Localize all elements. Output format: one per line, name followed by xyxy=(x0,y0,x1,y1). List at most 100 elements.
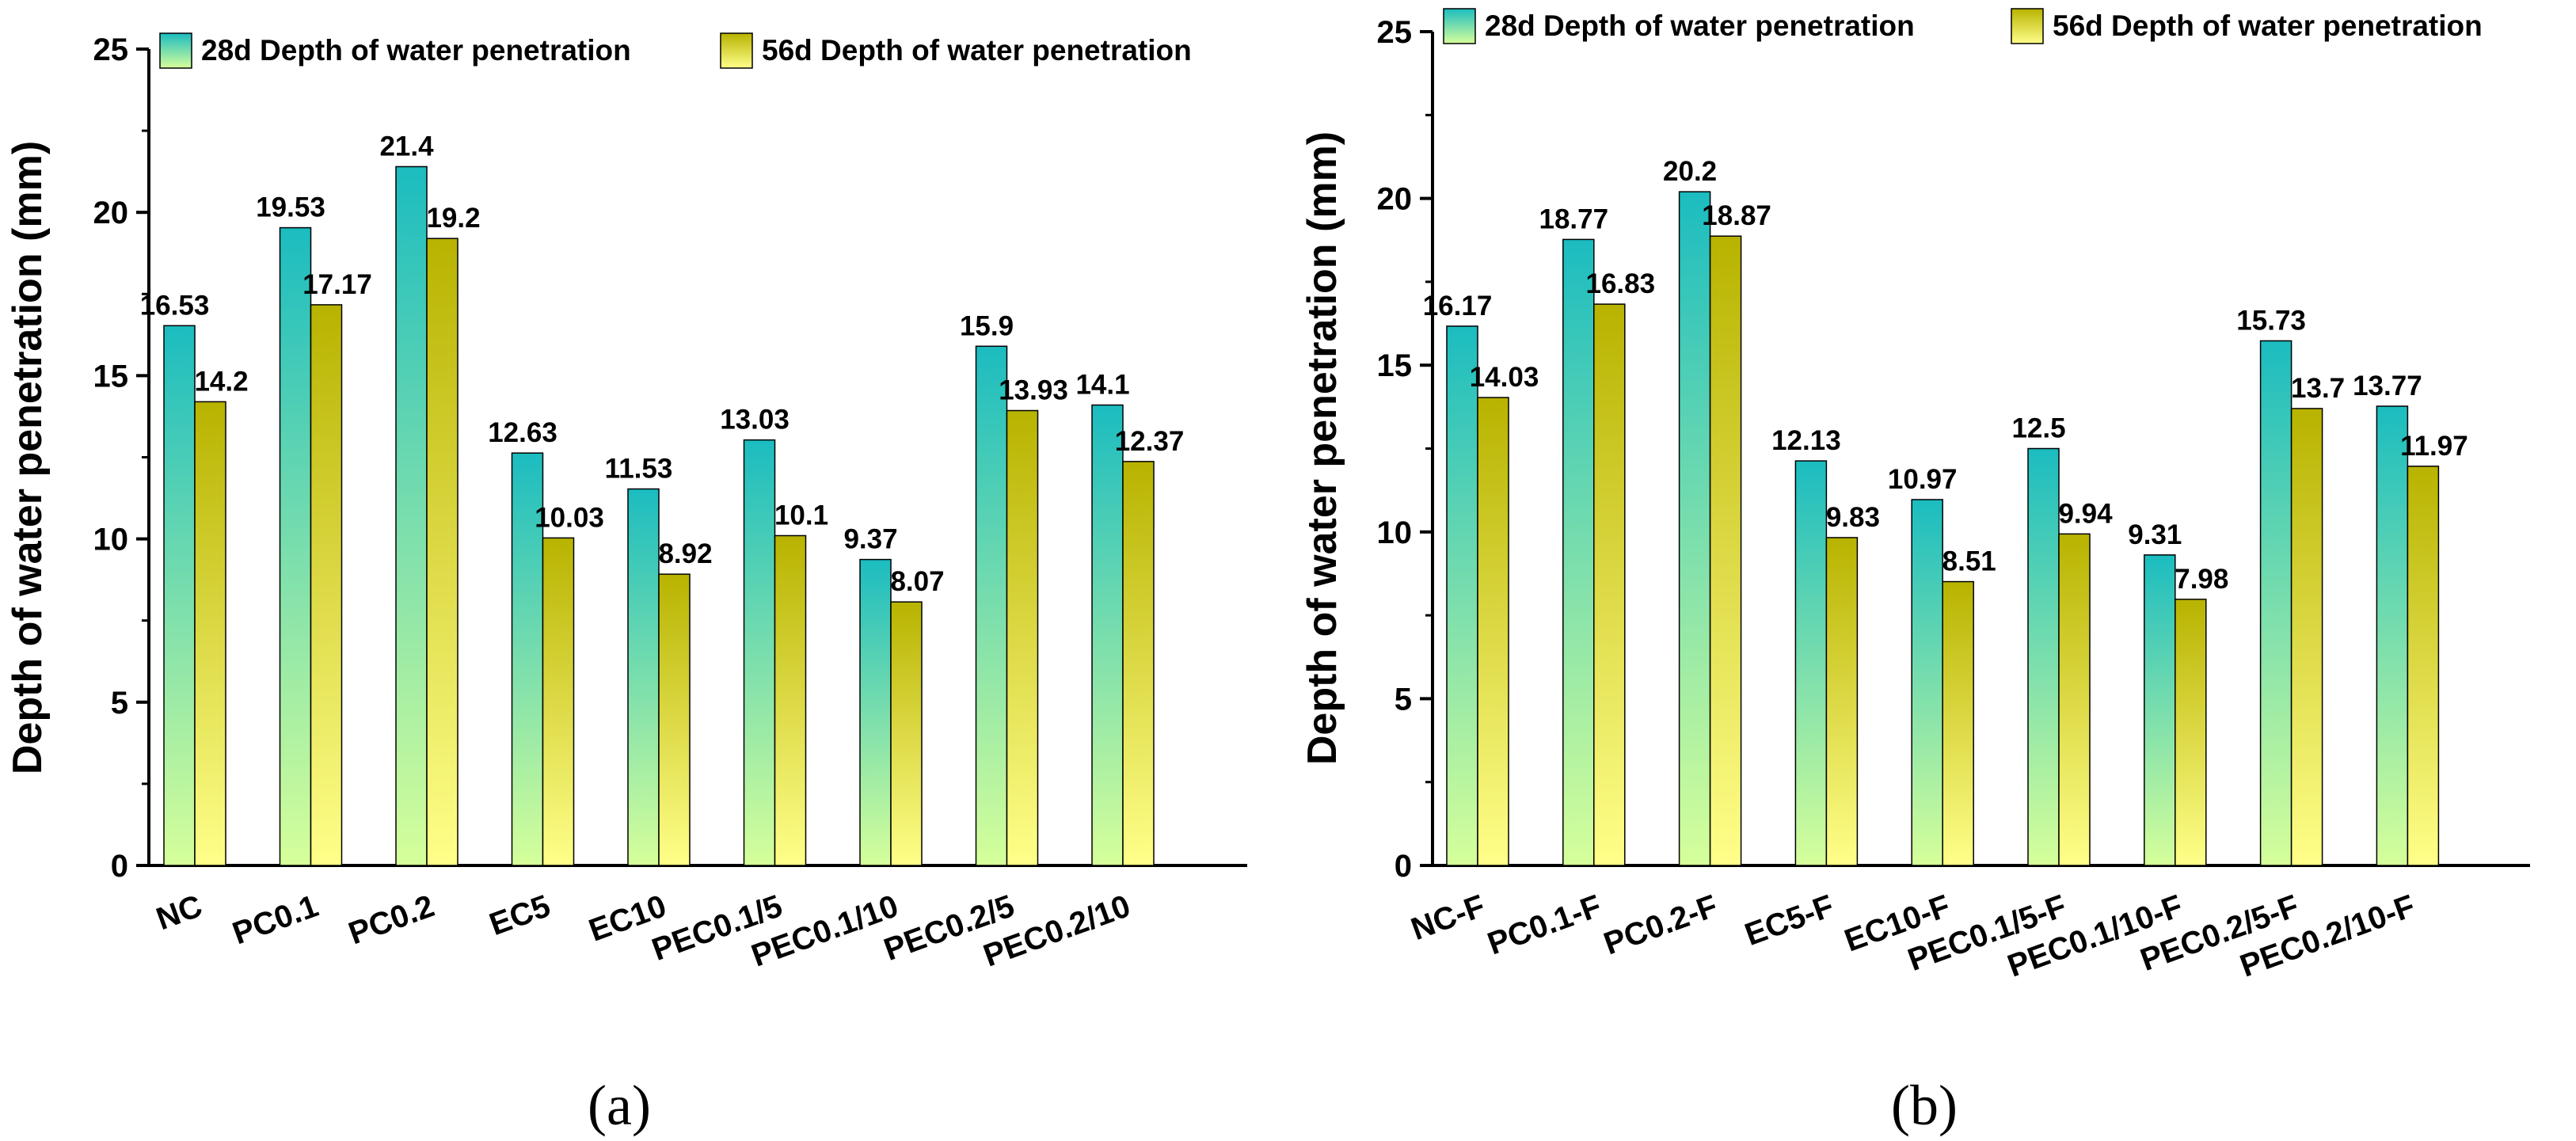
legend-label: 56d Depth of water penetration xyxy=(762,34,1192,67)
data-label: 15.9 xyxy=(960,310,1014,341)
bar-28d-NC xyxy=(163,325,196,866)
bar-56d-EC5 xyxy=(542,537,575,866)
data-label: 8.92 xyxy=(658,538,712,569)
data-label: 13.7 xyxy=(2291,373,2345,404)
y-tick-label: 25 xyxy=(1377,15,1413,50)
bar-56d-PEC0.1/5 xyxy=(774,534,807,866)
y-tick-label: 5 xyxy=(111,686,128,721)
data-label: 9.94 xyxy=(2058,498,2113,529)
bar-28d-PEC0.2/5-F xyxy=(2259,340,2293,866)
y-tick-label: 15 xyxy=(93,359,129,394)
bar-56d-PEC0.1/5-F xyxy=(2058,533,2091,866)
data-label: 19.53 xyxy=(256,192,325,223)
data-label: 13.93 xyxy=(999,375,1068,406)
bar-56d-EC5-F xyxy=(1825,537,1859,866)
bar-28d-PC0.2 xyxy=(395,165,428,866)
data-label: 13.03 xyxy=(720,405,790,435)
x-tick-label: EC5-F xyxy=(1741,888,1839,953)
data-label: 10.03 xyxy=(535,502,604,533)
data-label: 12.13 xyxy=(1771,425,1841,456)
y-tick-label: 0 xyxy=(1395,849,1412,884)
bar-28d-PEC0.2/10-F xyxy=(2376,405,2409,866)
legend-swatch-56d xyxy=(2011,8,2044,44)
bar-56d-PEC0.2/5 xyxy=(1006,409,1039,866)
data-label: 12.63 xyxy=(488,417,557,448)
legend-label: 56d Depth of water penetration xyxy=(2053,10,2483,42)
data-label: 19.2 xyxy=(426,203,480,234)
bar-56d-PC0.1-F xyxy=(1593,303,1626,866)
bar-28d-PEC0.1/10 xyxy=(859,558,892,866)
y-tick-label: 25 xyxy=(93,32,129,67)
chart-panel-b: 0 5 10 15 20 25 Depth of water penetration (mm… xyxy=(1299,8,2530,1137)
bar-28d-PEC0.1/10-F xyxy=(2144,554,2176,866)
data-label: 13.77 xyxy=(2353,371,2422,401)
data-label: 18.87 xyxy=(1702,200,1771,231)
y-axis-title: Depth of water penetration (mm) xyxy=(5,141,51,774)
bar-28d-PEC0.1/5-F xyxy=(2027,447,2060,866)
data-label: 17.17 xyxy=(302,269,372,300)
x-tick-label: PC0.2 xyxy=(344,888,439,951)
legend-label: 28d Depth of water penetration xyxy=(1485,10,1915,42)
x-tick-label: PC0.1-F xyxy=(1483,888,1606,961)
x-tick-label: NC-F xyxy=(1406,888,1490,947)
bar-56d-PEC0.2/10-F xyxy=(2407,466,2440,866)
data-label: 11.53 xyxy=(605,454,673,485)
data-label: 14.2 xyxy=(194,366,248,397)
bar-28d-PC0.2-F xyxy=(1678,191,1711,866)
data-label: 10.97 xyxy=(1888,464,1958,495)
panel-label: (b) xyxy=(1891,1074,1958,1137)
x-tick-label: NC xyxy=(152,888,207,937)
y-tick-label: 15 xyxy=(1377,348,1413,383)
data-label: 14.1 xyxy=(1075,370,1129,401)
bar-28d-PEC0.2/10 xyxy=(1091,404,1124,866)
bar-56d-PC0.2-F xyxy=(1709,235,1742,866)
bar-56d-EC10-F xyxy=(1942,580,1974,866)
bar-56d-EC10 xyxy=(658,573,691,866)
bar-28d-NC-F xyxy=(1446,325,1478,866)
y-tick-label: 10 xyxy=(93,523,129,557)
bar-56d-PEC0.1/10 xyxy=(890,601,923,866)
y-tick-label: 10 xyxy=(1377,515,1413,550)
data-label: 10.1 xyxy=(774,500,828,531)
data-label: 12.5 xyxy=(2011,413,2065,444)
data-label: 15.73 xyxy=(2236,305,2306,336)
bar-56d-PEC0.1/10-F xyxy=(2175,599,2207,866)
bar-56d-NC xyxy=(194,401,226,866)
data-label: 9.83 xyxy=(1826,502,1880,533)
y-tick-label: 20 xyxy=(93,196,129,230)
y-axis-title: Depth of water penetration (mm) xyxy=(1299,131,1345,765)
bar-56d-PC0.2 xyxy=(426,238,459,866)
x-tick-label: EC5 xyxy=(485,888,554,942)
data-label: 18.77 xyxy=(1539,203,1609,234)
bar-28d-PEC0.1/5 xyxy=(743,439,776,866)
data-label: 11.97 xyxy=(2400,431,2468,462)
y-tick-label: 20 xyxy=(1377,182,1413,217)
data-label: 20.2 xyxy=(1663,156,1717,187)
data-label: 16.53 xyxy=(140,290,210,321)
bar-56d-NC-F xyxy=(1477,397,1509,866)
bar-28d-EC10 xyxy=(627,488,660,866)
x-tick-label: PC0.2-F xyxy=(1600,888,1722,961)
data-label: 9.37 xyxy=(843,524,897,555)
bar-56d-PEC0.2/10 xyxy=(1122,461,1155,866)
x-tick-label: PC0.1 xyxy=(228,888,323,951)
data-label: 8.07 xyxy=(890,566,944,597)
data-label: 8.51 xyxy=(1942,546,1996,577)
bar-28d-PC0.1 xyxy=(279,226,312,866)
bar-28d-EC10-F xyxy=(1911,499,1943,866)
legend-swatch-28d xyxy=(159,32,192,69)
bar-28d-PEC0.2/5 xyxy=(975,345,1008,866)
chart-panel-a: 0 5 10 15 20 25 Depth of water penetration (mm… xyxy=(5,32,1247,1137)
data-label: 16.17 xyxy=(1423,291,1493,321)
data-label: 21.4 xyxy=(379,131,434,162)
legend-swatch-28d xyxy=(1443,8,1476,44)
data-label: 7.98 xyxy=(2175,564,2228,595)
bar-28d-EC5-F xyxy=(1794,460,1828,866)
bar-56d-PC0.1 xyxy=(310,304,343,866)
data-label: 9.31 xyxy=(2128,519,2182,550)
data-label: 14.03 xyxy=(1470,362,1539,393)
legend-swatch-56d xyxy=(720,32,753,69)
y-tick-label: 0 xyxy=(111,849,128,884)
y-tick-label: 5 xyxy=(1395,682,1412,717)
